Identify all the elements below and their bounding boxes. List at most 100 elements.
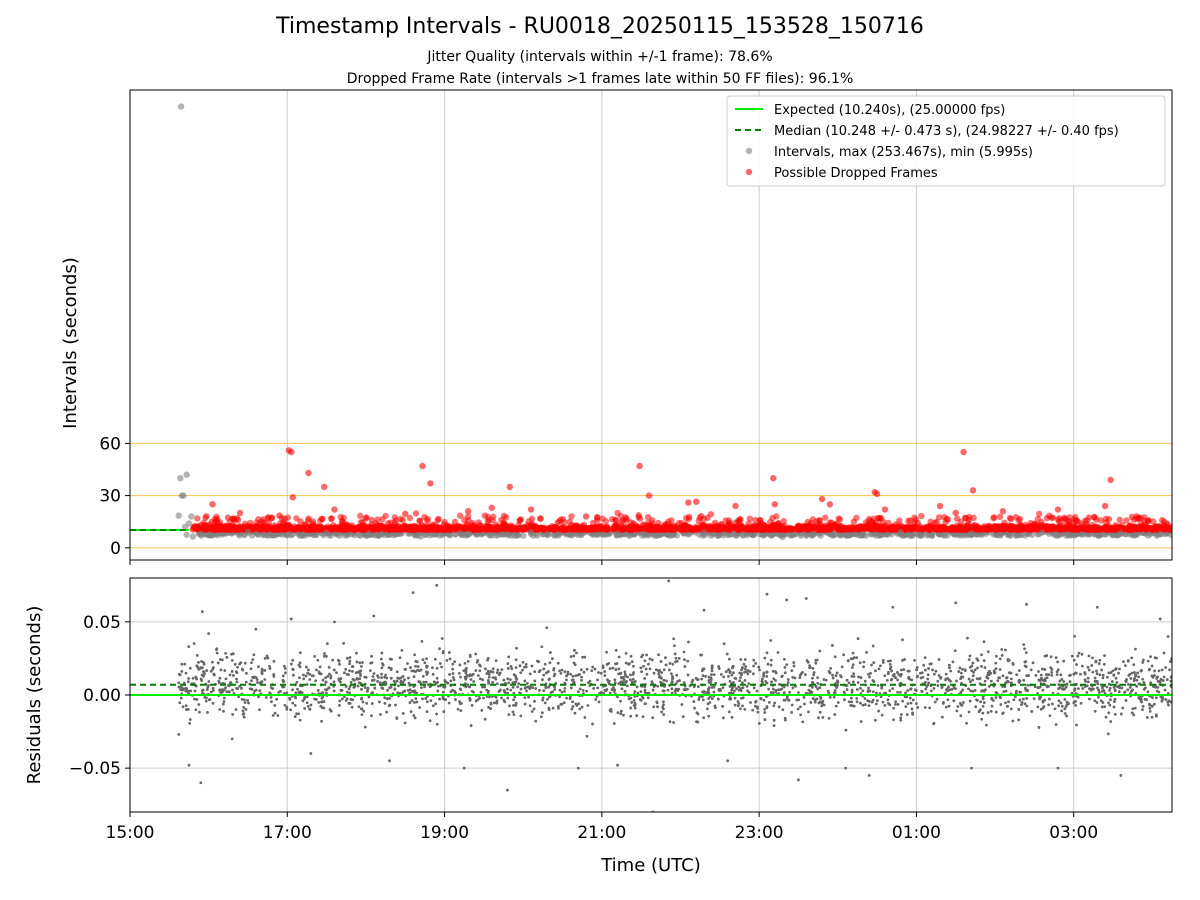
residual-point — [282, 664, 286, 668]
residual-point — [281, 674, 285, 678]
residual-point — [1037, 726, 1041, 729]
residual-point — [643, 688, 647, 692]
residual-point — [500, 696, 503, 700]
residual-point — [361, 661, 364, 664]
interval-point — [177, 103, 185, 110]
residual-point — [340, 697, 344, 701]
residual-point — [523, 696, 527, 700]
residual-point — [928, 706, 932, 710]
residual-point — [961, 667, 964, 671]
residual-point — [712, 673, 716, 677]
residual-point — [184, 671, 188, 675]
residual-point — [662, 707, 665, 711]
residual-point — [1141, 677, 1145, 681]
residual-point — [320, 719, 323, 723]
dropped-frame-point — [276, 512, 283, 519]
dropped-frame-point — [433, 526, 441, 533]
residual-point — [451, 676, 455, 679]
residual-point — [582, 670, 586, 674]
residual-point — [282, 685, 286, 689]
residual-point — [379, 713, 382, 716]
residual-point — [563, 686, 567, 690]
residual-point — [828, 695, 832, 699]
residual-point — [492, 701, 496, 705]
residual-point — [569, 672, 573, 676]
residual-point — [658, 674, 662, 678]
residual-point — [315, 668, 318, 672]
residual-point — [250, 679, 253, 683]
residual-point — [406, 662, 409, 665]
residual-point — [527, 695, 530, 699]
residual-point — [1050, 670, 1054, 674]
residual-point — [791, 675, 795, 679]
dropped-frame-point — [466, 524, 474, 531]
residual-point — [1025, 704, 1029, 708]
residual-point — [465, 666, 468, 670]
residual-point — [855, 688, 859, 691]
residual-point — [946, 698, 950, 702]
residual-point — [204, 699, 208, 703]
residual-point — [656, 705, 659, 709]
residual-point — [206, 711, 209, 714]
residual-point — [571, 705, 575, 708]
residual-point — [810, 685, 814, 689]
residual-point — [219, 691, 223, 694]
residual-point — [401, 712, 405, 715]
residual-point — [709, 676, 713, 680]
residual-point — [842, 653, 845, 657]
residual-point — [651, 716, 655, 720]
interval-point — [642, 532, 649, 539]
residual-point — [257, 695, 260, 699]
residual-point — [571, 700, 574, 704]
residual-point — [487, 672, 491, 676]
residual-point — [613, 681, 617, 685]
residual-point — [1118, 686, 1122, 690]
dropped-frame-point — [589, 519, 597, 527]
residual-point — [293, 715, 297, 718]
residual-point — [975, 698, 978, 702]
residual-point — [591, 665, 595, 669]
residual-point — [949, 669, 953, 673]
residual-point — [1017, 708, 1021, 711]
residual-point — [540, 645, 544, 649]
residual-point — [699, 653, 703, 657]
interval-point — [928, 532, 936, 540]
dropped-frame-point — [288, 448, 295, 456]
residual-point — [989, 679, 993, 683]
residual-point — [702, 716, 706, 720]
residual-point — [785, 683, 789, 687]
residual-point — [936, 679, 940, 683]
residuals-panel — [129, 577, 1173, 813]
residual-point — [973, 668, 977, 672]
residual-point — [572, 654, 576, 658]
interval-point — [653, 532, 661, 540]
residual-point — [337, 659, 341, 663]
residual-point — [273, 703, 277, 707]
residual-point — [695, 720, 698, 724]
dropped-frame-point — [1096, 526, 1103, 533]
residual-point — [339, 688, 343, 692]
dropped-frame-point — [933, 518, 940, 526]
residual-point — [1131, 707, 1135, 711]
residual-point — [817, 716, 821, 720]
dropped-frame-point — [1107, 476, 1114, 484]
residual-point — [470, 703, 474, 707]
residual-point — [549, 651, 552, 654]
residual-point — [856, 681, 860, 684]
residual-point — [812, 673, 816, 677]
residual-point — [707, 691, 711, 695]
residual-point — [442, 710, 446, 713]
residual-point — [573, 663, 577, 667]
residual-point — [740, 696, 743, 700]
residual-point — [403, 668, 407, 671]
interval-point — [183, 531, 190, 538]
residual-point — [412, 675, 416, 679]
residual-point — [982, 640, 986, 644]
residual-point — [179, 696, 183, 700]
interval-point — [457, 529, 464, 537]
residual-point — [516, 685, 520, 689]
residual-point — [1110, 680, 1114, 683]
residual-point — [242, 698, 246, 702]
residual-point — [385, 676, 389, 680]
residuals-plot-area — [130, 579, 1172, 812]
